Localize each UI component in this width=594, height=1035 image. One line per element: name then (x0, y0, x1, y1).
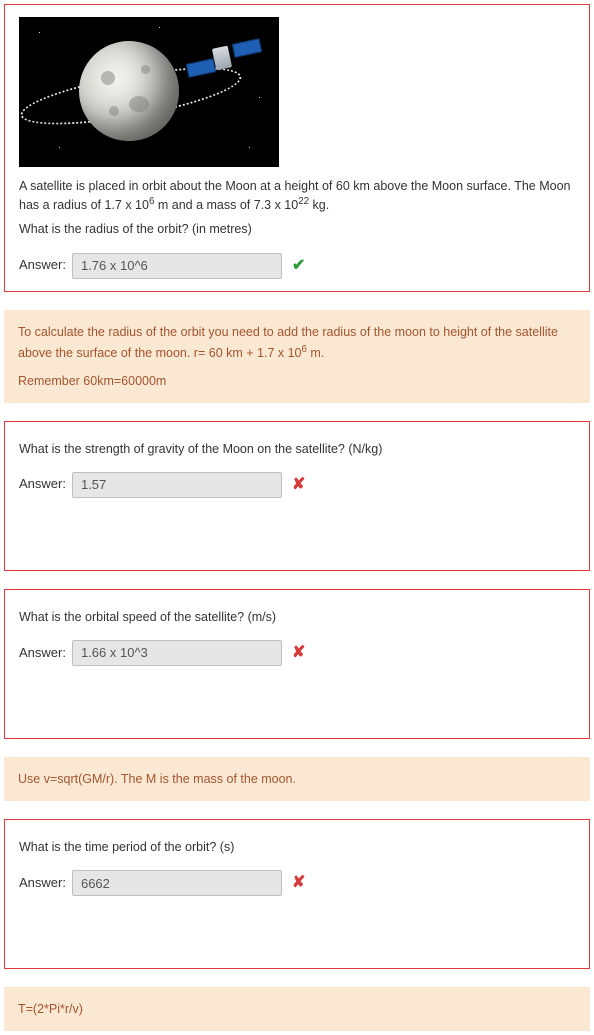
answer-label: Answer: (19, 256, 66, 275)
moon-icon (79, 41, 179, 141)
answer-row: Answer: ✔ (19, 253, 575, 279)
cross-icon: ✘ (292, 871, 305, 894)
answer-input-3[interactable] (72, 640, 282, 666)
hint-box-3: Use v=sqrt(GM/r). The M is the mass of t… (4, 757, 590, 801)
satellite-panel-icon (232, 38, 262, 58)
question-text: What is the radius of the orbit? (in met… (19, 220, 575, 238)
question-text: What is the time period of the orbit? (s… (19, 838, 575, 856)
hint-text: T=(2*Pi*r/v) (18, 999, 576, 1019)
question-box-2: What is the strength of gravity of the M… (4, 421, 590, 571)
answer-row: Answer: ✘ (19, 640, 575, 666)
question-text: What is the orbital speed of the satelli… (19, 608, 575, 626)
hint-text: To calculate the radius of the orbit you… (18, 322, 576, 363)
hint-box-4: T=(2*Pi*r/v) (4, 987, 590, 1031)
answer-row: Answer: ✘ (19, 472, 575, 498)
hint-text: Remember 60km=60000m (18, 371, 576, 391)
question-box-4: What is the time period of the orbit? (s… (4, 819, 590, 969)
question-text: What is the strength of gravity of the M… (19, 440, 575, 458)
satellite-body-icon (212, 46, 232, 71)
question-box-3: What is the orbital speed of the satelli… (4, 589, 590, 739)
answer-input-2[interactable] (72, 472, 282, 498)
checkmark-icon: ✔ (292, 254, 305, 277)
answer-label: Answer: (19, 644, 66, 663)
answer-label: Answer: (19, 475, 66, 494)
answer-label: Answer: (19, 874, 66, 893)
answer-input-4[interactable] (72, 870, 282, 896)
hint-text: Use v=sqrt(GM/r). The M is the mass of t… (18, 769, 576, 789)
cross-icon: ✘ (292, 473, 305, 496)
answer-input-1[interactable] (72, 253, 282, 279)
cross-icon: ✘ (292, 641, 305, 664)
answer-row: Answer: ✘ (19, 870, 575, 896)
question-intro-text: A satellite is placed in orbit about the… (19, 177, 575, 214)
hint-box-1: To calculate the radius of the orbit you… (4, 310, 590, 403)
moon-satellite-illustration (19, 17, 279, 167)
question-box-1: A satellite is placed in orbit about the… (4, 4, 590, 292)
